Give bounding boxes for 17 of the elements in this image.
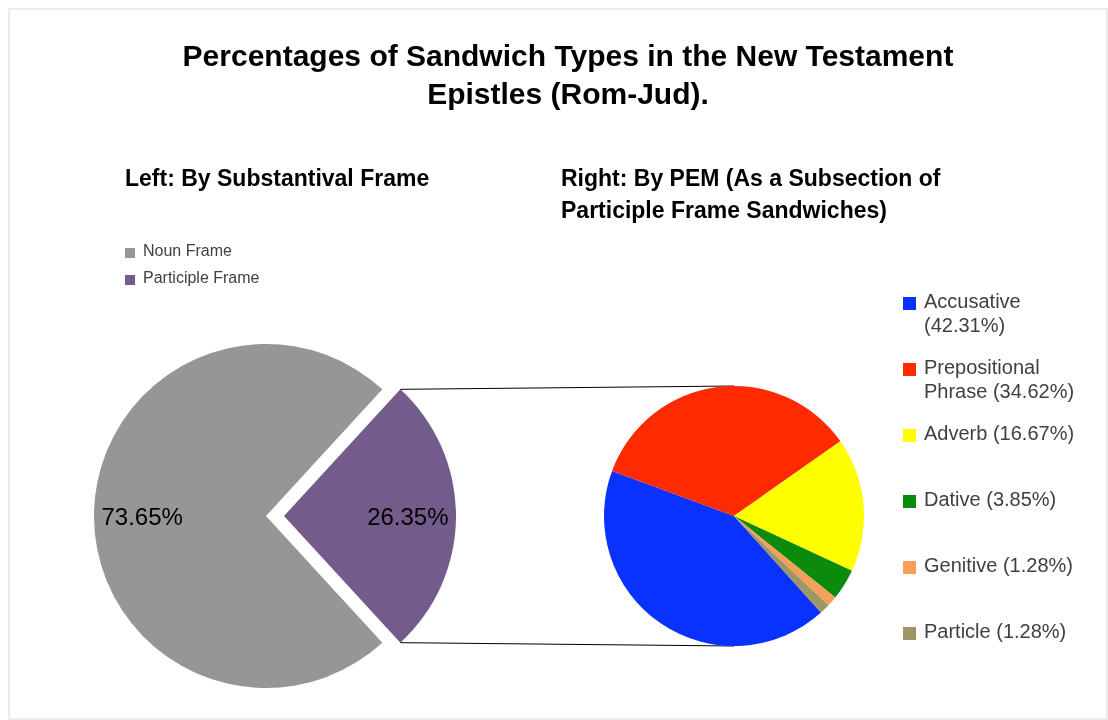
legend-label: Adverb (16.67%)	[924, 422, 1075, 444]
chart-title: Right: By PEM (As a Subsection of Participle Frame Sandwiches)	[561, 165, 941, 223]
pie-slice	[604, 470, 821, 646]
legend-label: Accusative (42.31%)	[924, 290, 1021, 336]
legend-label: Participle Frame	[143, 269, 260, 286]
chart-subtitle: Left: By Substantival Frame	[125, 165, 430, 191]
data-label: 73.65%	[101, 502, 183, 530]
legend-label: Dative (3.85%)	[924, 488, 1057, 510]
pie-slice	[734, 441, 864, 571]
legend-label: Particle (1.28%)	[924, 620, 1067, 642]
pie-slice	[612, 386, 841, 516]
text: Percentages of Sandwich Types in the New Testament Epistles (Rom-Jud).	[182, 39, 954, 110]
legend-label: Genitive (1.28%)	[924, 554, 1073, 576]
pie-slice	[734, 516, 852, 598]
legend-label: Noun Frame	[143, 242, 233, 259]
data-label: 26.35%	[367, 502, 449, 530]
legend-label: Prepositional Phrase (34.62%)	[924, 356, 1075, 402]
